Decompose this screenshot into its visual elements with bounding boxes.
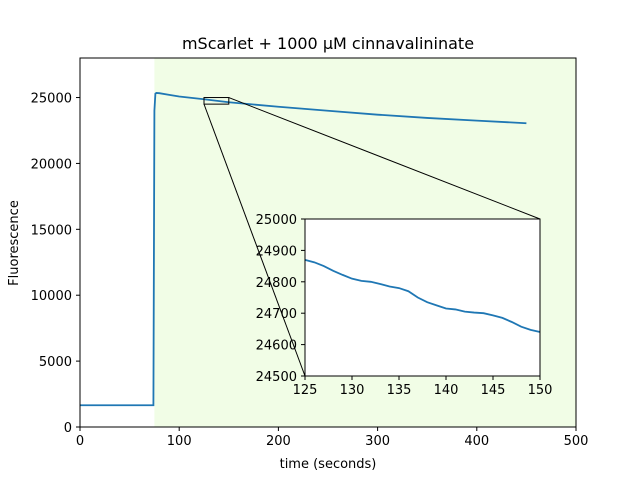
inset-y-tick-label: 24900 xyxy=(256,244,297,259)
y-tick-label: 15000 xyxy=(31,223,72,238)
inset-x-tick-label: 130 xyxy=(340,383,365,398)
x-tick-label: 400 xyxy=(464,434,489,449)
series-line xyxy=(80,91,527,407)
y-tick-label: 10000 xyxy=(31,289,72,304)
inset-x-tick-label: 140 xyxy=(434,383,459,398)
inset-x-tick-label: 125 xyxy=(293,383,318,398)
main-x-ticks: 0 100 200 300 400 500 xyxy=(76,427,589,449)
x-axis-label: time (seconds) xyxy=(280,457,377,472)
zoom-connector-line xyxy=(203,103,306,377)
y-tick-label: 25000 xyxy=(31,92,72,107)
inset-axes: 125 130 135 140 145 150 245002460024700248002… xyxy=(256,213,553,398)
y-tick-label: 20000 xyxy=(31,157,72,172)
inset-background xyxy=(305,219,540,376)
main-y-ticks: 0 5000 10000 15000 20000 25000 xyxy=(31,92,80,436)
inset-series-group xyxy=(304,258,541,333)
main-axes-frame xyxy=(79,57,577,428)
chart-title: mScarlet + 1000 µM cinnavalininate xyxy=(182,34,474,53)
inset-y-tick-label: 24700 xyxy=(256,307,297,322)
x-tick-label: 100 xyxy=(167,434,192,449)
inset-axes-frame xyxy=(304,218,541,377)
inset-y-tick-label: 24500 xyxy=(256,370,297,385)
inset-y-ticks: 24500 24600 24700 24800 24900 25000 xyxy=(256,213,305,385)
inset-y-tick-label: 25000 xyxy=(256,213,297,228)
x-tick-label: 300 xyxy=(365,434,390,449)
inset-x-tick-label: 135 xyxy=(387,383,412,398)
main-series-group xyxy=(80,91,527,407)
x-tick-label: 500 xyxy=(564,434,589,449)
x-tick-label: 0 xyxy=(76,434,84,449)
inset-x-tick-label: 150 xyxy=(528,383,553,398)
x-tick-label: 200 xyxy=(266,434,291,449)
inset-series-line xyxy=(304,258,541,333)
inset-x-tick-label: 145 xyxy=(481,383,506,398)
zoom-connector-line xyxy=(228,97,541,220)
y-axis-label: Fluorescence xyxy=(7,200,22,286)
y-tick-label: 5000 xyxy=(39,355,72,370)
inset-y-tick-label: 24600 xyxy=(256,339,297,354)
zoom-box xyxy=(203,97,230,105)
y-tick-label: 0 xyxy=(64,421,72,436)
inset-y-tick-label: 24800 xyxy=(256,276,297,291)
inset-x-ticks: 125 130 135 140 145 150 xyxy=(293,376,553,398)
